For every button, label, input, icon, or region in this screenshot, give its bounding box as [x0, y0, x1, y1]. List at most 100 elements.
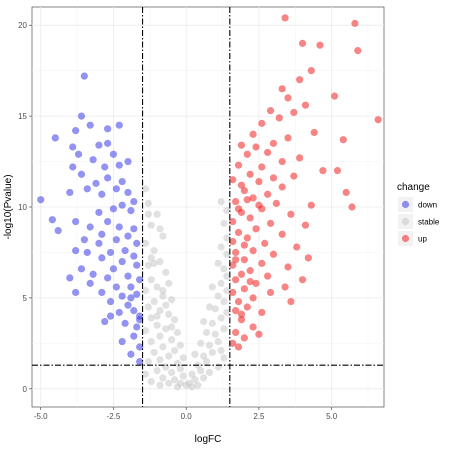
- point-stable: [156, 257, 164, 266]
- point-stable: [153, 283, 161, 291]
- point-up: [258, 119, 266, 127]
- point-up: [333, 167, 342, 175]
- point-stable: [147, 221, 155, 229]
- point-down: [109, 265, 118, 273]
- point-stable: [147, 254, 155, 262]
- point-stable: [191, 350, 199, 358]
- x-tick-label: -5.0: [34, 412, 48, 421]
- point-stable: [223, 272, 231, 280]
- point-stable: [217, 314, 225, 322]
- point-stable: [197, 367, 205, 375]
- point-up: [307, 201, 315, 209]
- point-stable: [147, 337, 155, 346]
- point-down: [98, 288, 106, 297]
- point-up: [316, 41, 324, 49]
- point-down: [136, 276, 144, 284]
- point-up: [278, 230, 286, 238]
- point-up: [252, 143, 260, 151]
- point-stable: [214, 337, 222, 346]
- point-stable: [168, 323, 176, 331]
- point-stable: [220, 219, 228, 227]
- y-tick-label: 0: [23, 385, 28, 394]
- point-up: [237, 181, 246, 189]
- point-up: [264, 272, 272, 280]
- point-up: [234, 343, 243, 351]
- point-up: [229, 217, 237, 226]
- point-up: [304, 254, 312, 262]
- point-down: [136, 357, 144, 366]
- point-up: [258, 259, 266, 267]
- point-down: [118, 292, 126, 300]
- point-up: [232, 328, 240, 337]
- point-stable: [217, 197, 225, 206]
- point-up: [301, 101, 310, 109]
- point-up: [284, 134, 292, 142]
- point-down: [98, 254, 106, 262]
- point-down: [130, 252, 138, 260]
- point-up: [281, 14, 289, 22]
- point-down: [136, 316, 144, 324]
- point-down: [101, 163, 109, 171]
- point-stable: [191, 376, 199, 384]
- point-down: [104, 139, 112, 147]
- point-down: [127, 283, 135, 291]
- point-up: [249, 294, 257, 302]
- point-down: [121, 319, 129, 327]
- point-stable: [214, 363, 222, 371]
- point-stable: [214, 292, 222, 300]
- legend-key-stable: [401, 217, 410, 226]
- x-tick-label: -2.5: [107, 412, 121, 421]
- point-up: [290, 172, 298, 180]
- point-up: [232, 307, 240, 315]
- point-up: [310, 128, 318, 137]
- legend-label-down: down: [418, 201, 437, 210]
- point-stable: [141, 239, 150, 247]
- point-up: [281, 283, 289, 291]
- x-tick-label: 0.0: [181, 412, 193, 421]
- point-down: [77, 170, 86, 178]
- legend-key-down: [401, 200, 410, 209]
- point-down: [89, 156, 97, 164]
- point-down: [124, 188, 132, 197]
- point-stable: [200, 374, 208, 382]
- point-up: [293, 243, 301, 251]
- point-down: [72, 288, 80, 297]
- point-up: [229, 237, 237, 246]
- point-down: [83, 248, 91, 257]
- point-stable: [153, 312, 161, 320]
- point-stable: [217, 347, 225, 355]
- point-down: [72, 217, 80, 226]
- point-stable: [156, 225, 164, 233]
- point-down: [77, 112, 86, 120]
- point-up: [266, 219, 275, 227]
- point-stable: [205, 341, 214, 349]
- point-up: [240, 285, 248, 293]
- point-up: [342, 188, 350, 197]
- point-stable: [150, 348, 158, 357]
- point-up: [278, 183, 286, 191]
- point-down: [51, 134, 59, 142]
- point-down: [72, 247, 80, 255]
- point-stable: [208, 319, 216, 327]
- point-up: [319, 167, 327, 175]
- point-stable: [202, 357, 211, 366]
- point-up: [229, 339, 237, 347]
- legend-label-stable: stable: [418, 218, 440, 227]
- point-up: [246, 277, 254, 286]
- axis-ticks: -5.0 -2.5 0.0 2.5 5.0 0 5 10 15 20: [18, 21, 338, 421]
- point-stable: [200, 317, 208, 326]
- point-stable: [168, 336, 176, 344]
- point-stable: [147, 314, 155, 322]
- point-up: [240, 334, 248, 342]
- point-stable: [170, 376, 179, 384]
- y-tick-label: 5: [23, 294, 28, 303]
- point-up: [339, 136, 347, 144]
- point-stable: [159, 287, 167, 295]
- point-stable: [202, 328, 211, 337]
- point-stable: [165, 379, 173, 387]
- point-down: [130, 307, 138, 315]
- point-up: [240, 241, 248, 249]
- point-up: [266, 288, 275, 297]
- point-up: [237, 310, 246, 318]
- point-stable: [176, 341, 184, 349]
